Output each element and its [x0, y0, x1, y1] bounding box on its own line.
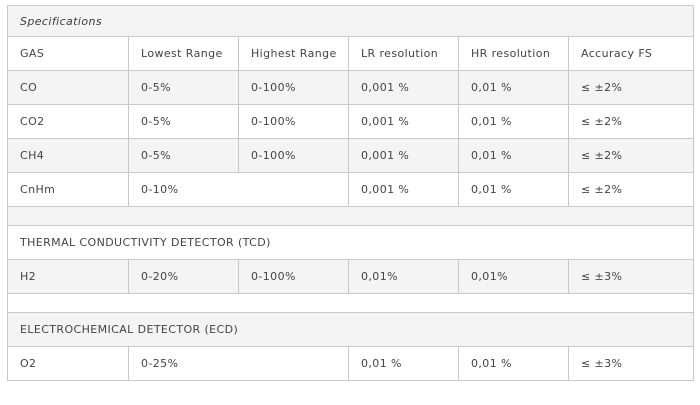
- lr-resolution-cell: 0,001 %: [348, 104, 459, 139]
- gas-cell: O2: [7, 346, 129, 381]
- accuracy-cell: ≤ ±3%: [567, 259, 695, 294]
- hr-resolution-cell: 0,01%: [458, 259, 569, 294]
- section-gap-cell: [6, 293, 695, 313]
- ecd-section-header: ELECTROCHEMICAL DETECTOR (ECD): [6, 312, 695, 347]
- hr-resolution-cell: 0,01 %: [458, 346, 569, 381]
- section-gap-cell: [6, 206, 695, 226]
- lowest-range-cell: 0-5%: [128, 138, 239, 173]
- accuracy-cell: ≤ ±3%: [567, 346, 695, 381]
- specifications-table: Specifications GAS Lowest Range Highest …: [6, 5, 695, 381]
- accuracy-cell: ≤ ±2%: [567, 104, 695, 139]
- accuracy-cell: ≤ ±2%: [567, 70, 695, 105]
- lr-resolution-cell: 0,01 %: [348, 346, 459, 381]
- gas-cell: CnHm: [7, 172, 129, 207]
- spec-table-container: Specifications GAS Lowest Range Highest …: [6, 5, 695, 381]
- gas-cell: CH4: [7, 138, 129, 173]
- highest-range-cell: 0-100%: [238, 138, 349, 173]
- gas-cell: CO2: [7, 104, 129, 139]
- column-header-gas: GAS: [7, 36, 129, 71]
- table-row-co: CO 0-5% 0-100% 0,001 % 0,01 % ≤ ±2%: [7, 70, 695, 105]
- gas-cell: H2: [7, 259, 129, 294]
- tcd-section-header-row: THERMAL CONDUCTIVITY DETECTOR (TCD): [6, 225, 695, 260]
- table-title: Specifications: [6, 5, 695, 37]
- accuracy-cell: ≤ ±2%: [567, 138, 695, 173]
- column-header-accuracy-fs: Accuracy FS: [567, 36, 695, 71]
- column-header-highest-range: Highest Range: [238, 36, 349, 71]
- lr-resolution-cell: 0,001 %: [348, 138, 459, 173]
- column-header-row: GAS Lowest Range Highest Range LR resolu…: [7, 36, 695, 71]
- highest-range-cell: 0-100%: [238, 104, 349, 139]
- table-row-h2: H2 0-20% 0-100% 0,01% 0,01% ≤ ±3%: [7, 259, 695, 294]
- lowest-range-cell: 0-5%: [128, 104, 239, 139]
- lr-resolution-cell: 0,001 %: [348, 172, 459, 207]
- hr-resolution-cell: 0,01 %: [458, 138, 569, 173]
- ecd-section-header-row: ELECTROCHEMICAL DETECTOR (ECD): [6, 312, 695, 347]
- hr-resolution-cell: 0,01 %: [458, 104, 569, 139]
- lr-resolution-cell: 0,01%: [348, 259, 459, 294]
- section-gap: [6, 293, 695, 313]
- table-row-ch4: CH4 0-5% 0-100% 0,001 % 0,01 % ≤ ±2%: [7, 138, 695, 173]
- table-row-co2: CO2 0-5% 0-100% 0,001 % 0,01 % ≤ ±2%: [7, 104, 695, 139]
- tcd-section-header: THERMAL CONDUCTIVITY DETECTOR (TCD): [6, 225, 695, 260]
- column-header-hr-resolution: HR resolution: [458, 36, 569, 71]
- gas-cell: CO: [7, 70, 129, 105]
- table-title-row: Specifications: [6, 5, 695, 37]
- lowest-range-cell: 0-20%: [128, 259, 239, 294]
- section-gap: [6, 206, 695, 226]
- range-span-cell: 0-25%: [128, 346, 349, 381]
- highest-range-cell: 0-100%: [238, 259, 349, 294]
- hr-resolution-cell: 0,01 %: [458, 172, 569, 207]
- hr-resolution-cell: 0,01 %: [458, 70, 569, 105]
- table-row-o2: O2 0-25% 0,01 % 0,01 % ≤ ±3%: [7, 346, 695, 381]
- table-row-cnhm: CnHm 0-10% 0,001 % 0,01 % ≤ ±2%: [7, 172, 695, 207]
- lowest-range-cell: 0-5%: [128, 70, 239, 105]
- column-header-lr-resolution: LR resolution: [348, 36, 459, 71]
- highest-range-cell: 0-100%: [238, 70, 349, 105]
- column-header-lowest-range: Lowest Range: [128, 36, 239, 71]
- lr-resolution-cell: 0,001 %: [348, 70, 459, 105]
- accuracy-cell: ≤ ±2%: [567, 172, 695, 207]
- range-span-cell: 0-10%: [128, 172, 349, 207]
